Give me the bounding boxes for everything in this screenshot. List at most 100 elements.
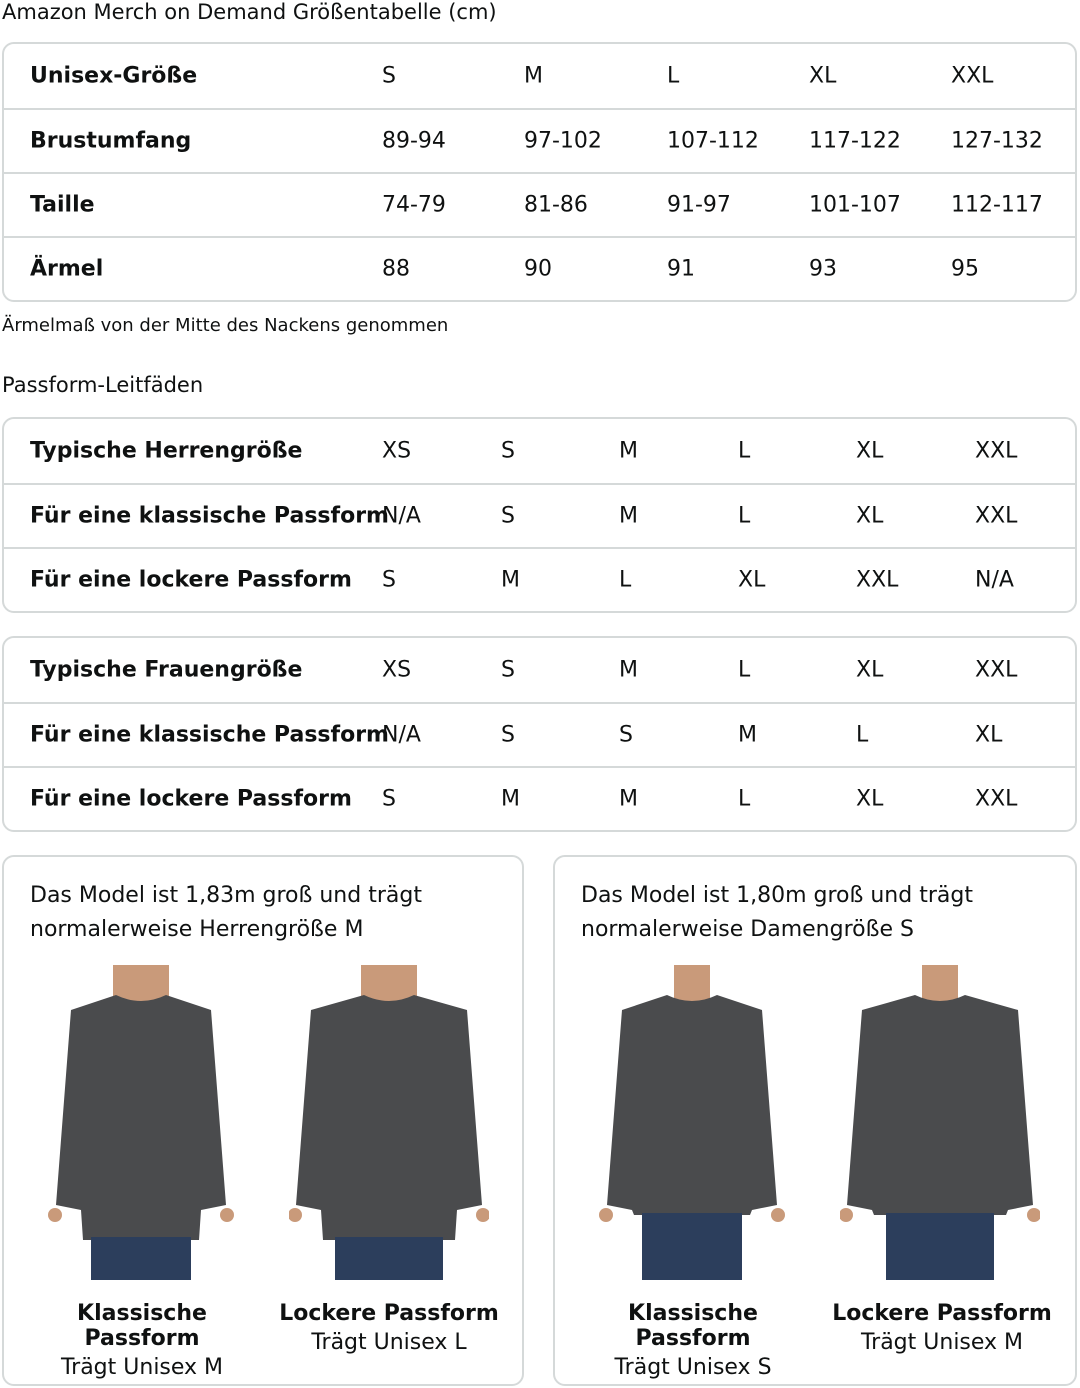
fit-caption: Klassische Passform Trägt Unisex S	[568, 1301, 818, 1380]
table-cell: L	[738, 438, 751, 464]
men-model-card: Das Model ist 1,83m groß und trägt norma…	[2, 855, 524, 1386]
table-cell: 95	[951, 256, 979, 282]
row-label: Für eine klassische Passform	[30, 503, 389, 529]
row-label: Taille	[30, 192, 95, 218]
fit-size: Trägt Unisex L	[311, 1330, 467, 1355]
table-cell: 97-102	[524, 128, 602, 154]
fit-title: Klassische Passform	[628, 1301, 758, 1351]
row-label: Typische Herrengröße	[30, 438, 303, 464]
table-cell: 89-94	[382, 128, 446, 154]
table-cell: XXL	[975, 503, 1018, 529]
table-cell: XL	[809, 63, 837, 89]
model-description: Das Model ist 1,83m groß und trägt norma…	[30, 883, 422, 942]
table-row: Ärmel 88 90 91 93 95	[4, 236, 1075, 300]
table-cell: 127-132	[951, 128, 1043, 154]
table-cell: XXL	[856, 567, 899, 593]
table-cell: S	[382, 786, 396, 812]
table-cell: L	[738, 786, 751, 812]
row-label: Typische Frauengröße	[30, 657, 303, 683]
women-fit-table: Typische Frauengröße XS S M L XL XXL Für eine k…	[2, 636, 1077, 832]
table-cell: S	[382, 63, 396, 89]
table-cell: 74-79	[382, 192, 446, 218]
table-cell: L	[856, 722, 869, 748]
table-row: Für eine klassische Passform N/A S S M L XL	[4, 702, 1075, 766]
table-cell: M	[619, 503, 638, 529]
table-cell: XL	[856, 657, 884, 683]
table-row: Brustumfang 89-94 97-102 107-112 117-122 127-…	[4, 108, 1075, 172]
row-label: Brustumfang	[30, 128, 192, 154]
size-table: Unisex-Größe S M L XL XXL Brustumfang 89-94 97-1…	[2, 42, 1077, 302]
table-cell: XL	[856, 438, 884, 464]
model-photo	[592, 965, 792, 1280]
table-cell: XXL	[975, 786, 1018, 812]
table-row: Typische Frauengröße XS S M L XL XXL	[4, 638, 1075, 702]
fit-caption: Lockere Passform Trägt Unisex L	[264, 1301, 514, 1355]
table-cell: L	[738, 503, 751, 529]
model-photo	[288, 965, 490, 1280]
table-row: Für eine klassische Passform N/A S M L XL XXL	[4, 483, 1075, 547]
table-cell: 101-107	[809, 192, 901, 218]
table-cell: 81-86	[524, 192, 588, 218]
men-fit-table: Typische Herrengröße XS S M L XL XXL Für eine k…	[2, 417, 1077, 613]
page-title: Amazon Merch on Demand Größentabelle (cm…	[2, 0, 497, 24]
table-cell: 93	[809, 256, 837, 282]
table-cell: XXL	[975, 438, 1018, 464]
table-cell: S	[501, 657, 515, 683]
row-label: Ärmel	[30, 256, 104, 282]
table-cell: M	[619, 438, 638, 464]
table-cell: 91	[667, 256, 695, 282]
table-cell: 90	[524, 256, 552, 282]
fit-caption: Lockere Passform Trägt Unisex M	[817, 1301, 1067, 1355]
table-cell: S	[501, 438, 515, 464]
fit-title: Lockere Passform	[279, 1301, 499, 1326]
table-row: Typische Herrengröße XS S M L XL XXL	[4, 419, 1075, 483]
table-cell: L	[667, 63, 680, 89]
table-cell: XXL	[975, 657, 1018, 683]
model-photo	[41, 965, 241, 1280]
table-cell: S	[619, 722, 633, 748]
table-row: Für eine lockere Passform S M M L XL XXL	[4, 766, 1075, 830]
table-cell: N/A	[382, 503, 421, 529]
model-photo	[839, 965, 1041, 1280]
table-cell: L	[619, 567, 632, 593]
fit-size: Trägt Unisex M	[860, 1330, 1024, 1355]
table-row: Taille 74-79 81-86 91-97 101-107 112-117	[4, 172, 1075, 236]
table-cell: M	[619, 657, 638, 683]
table-cell: XL	[738, 567, 766, 593]
table-cell: M	[501, 786, 520, 812]
table-cell: M	[738, 722, 757, 748]
table-cell: XL	[856, 503, 884, 529]
row-label: Für eine klassische Passform	[30, 722, 389, 748]
fit-caption: Klassische Passform Trägt Unisex M	[17, 1301, 267, 1380]
row-label: Für eine lockere Passform	[30, 567, 352, 593]
fit-heading: Passform-Leitfäden	[2, 373, 204, 397]
sleeve-note: Ärmelmaß von der Mitte des Nackens genom…	[2, 315, 449, 336]
fit-title: Lockere Passform	[832, 1301, 1052, 1326]
women-model-card: Das Model ist 1,80m groß und trägt norma…	[553, 855, 1077, 1386]
table-cell: S	[501, 722, 515, 748]
table-cell: S	[501, 503, 515, 529]
table-cell: M	[619, 786, 638, 812]
fit-size: Trägt Unisex S	[614, 1355, 772, 1380]
table-cell: XL	[975, 722, 1003, 748]
table-cell: N/A	[382, 722, 421, 748]
table-cell: XS	[382, 438, 412, 464]
table-cell: M	[524, 63, 543, 89]
table-cell: XS	[382, 657, 412, 683]
table-cell: 112-117	[951, 192, 1043, 218]
table-cell: XXL	[951, 63, 994, 89]
table-cell: S	[382, 567, 396, 593]
fit-title: Klassische Passform	[77, 1301, 207, 1351]
table-row: Unisex-Größe S M L XL XXL	[4, 44, 1075, 108]
fit-size: Trägt Unisex M	[60, 1355, 224, 1380]
table-cell: 107-112	[667, 128, 759, 154]
table-cell: 117-122	[809, 128, 901, 154]
table-cell: M	[501, 567, 520, 593]
table-cell: 88	[382, 256, 410, 282]
row-label: Unisex-Größe	[30, 63, 198, 89]
table-cell: 91-97	[667, 192, 731, 218]
table-row: Für eine lockere Passform S M L XL XXL N/A	[4, 547, 1075, 611]
row-label: Für eine lockere Passform	[30, 786, 352, 812]
table-cell: L	[738, 657, 751, 683]
model-description: Das Model ist 1,80m groß und trägt norma…	[581, 883, 973, 942]
